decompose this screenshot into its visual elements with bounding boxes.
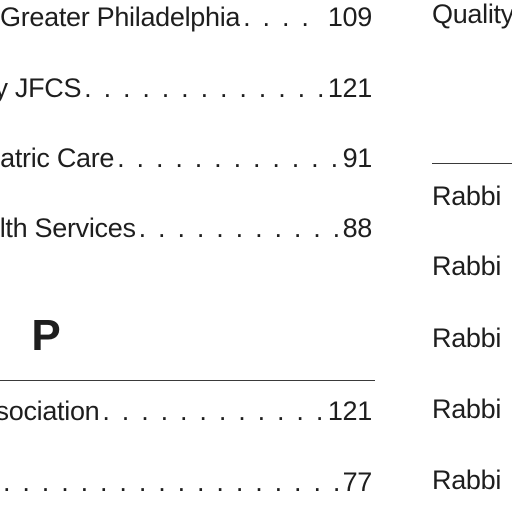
entry-page-number: 91 xyxy=(342,143,373,173)
index-entry: alth Services . . . . . . . . . . . . 88 xyxy=(0,210,372,246)
section-divider xyxy=(0,380,375,381)
index-entry-right: Rabbi xyxy=(432,394,502,424)
index-entry-right: Rabbi xyxy=(432,465,502,495)
entry-name: ssociation xyxy=(0,396,100,426)
entry-page-number: 121 xyxy=(327,73,372,103)
index-entry-right: Quality xyxy=(432,0,512,29)
index-column-left: Greater Philadelphia . . . . 109 by JFCS… xyxy=(0,0,375,500)
section-letter: P xyxy=(31,311,61,360)
entry-page-number: 121 xyxy=(327,396,372,426)
index-entry: hiatric Care . . . . . . . . . . . . . .… xyxy=(0,140,372,176)
entry-page-number: 109 xyxy=(327,2,372,32)
index-entry: ssociation . . . . . . . . . . . . . . 1… xyxy=(0,393,372,429)
dot-leader: . . . . . . . . . . . . . . xyxy=(102,396,327,426)
entry-name: by JFCS xyxy=(0,73,82,103)
index-entry-right: Rabbi xyxy=(432,251,502,281)
entry-name: Greater Philadelphia xyxy=(0,2,241,32)
dot-leader: . . . . . . . . . . . . . . xyxy=(117,143,342,173)
entry-name: hiatric Care xyxy=(0,143,115,173)
index-entry: Greater Philadelphia . . . . 109 xyxy=(0,0,372,35)
index-entry: . . . . . . . . . . . . . . . . . . . . … xyxy=(0,464,372,500)
index-entry: by JFCS . . . . . . . . . . . . . . . . … xyxy=(0,70,372,106)
dot-leader: . . . . xyxy=(243,2,312,32)
entry-page-number: 77 xyxy=(342,467,373,497)
index-entry-right: Rabbi xyxy=(432,323,502,353)
section-divider-right xyxy=(432,163,512,164)
entry-name: alth Services xyxy=(0,213,136,243)
dot-leader: . . . . . . . . . . . . . . . . . . . . … xyxy=(3,467,343,497)
entry-page-number: 88 xyxy=(342,213,373,243)
index-column-right: Quality Rabbi Rabbi Rabbi Rabbi Rabbi xyxy=(432,0,512,512)
dot-leader: . . . . . . . . . . . . xyxy=(138,213,343,243)
index-entry-right: Rabbi xyxy=(432,181,502,211)
dot-leader: . . . . . . . . . . . . . . . . xyxy=(84,73,328,103)
